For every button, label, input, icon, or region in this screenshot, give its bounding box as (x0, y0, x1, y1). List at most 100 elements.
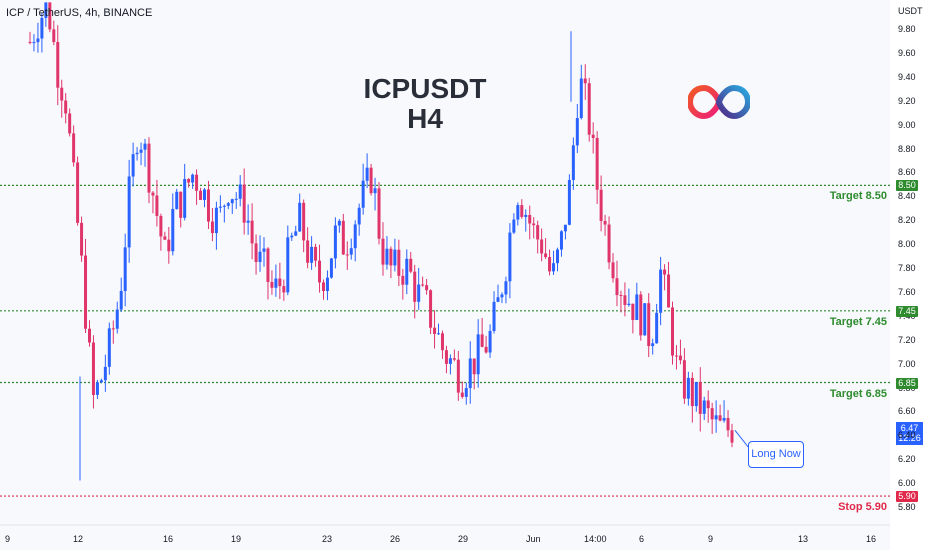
candle[interactable] (710, 402, 714, 434)
candle[interactable] (155, 179, 159, 227)
candle[interactable] (349, 238, 353, 260)
candle[interactable] (484, 335, 488, 354)
candle[interactable] (238, 175, 242, 207)
candle[interactable] (532, 217, 536, 239)
candle[interactable] (175, 188, 179, 210)
candle[interactable] (68, 108, 72, 137)
candle[interactable] (401, 268, 405, 300)
candle[interactable] (425, 278, 429, 295)
candle[interactable] (187, 178, 191, 188)
candle[interactable] (599, 175, 603, 232)
candle[interactable] (706, 390, 710, 423)
candle[interactable] (663, 264, 667, 291)
candle[interactable] (591, 122, 595, 154)
candle[interactable] (274, 264, 278, 297)
candle[interactable] (353, 220, 357, 262)
candle[interactable] (282, 279, 286, 301)
symbol-header[interactable]: ICP / TetherUS, 4h, BINANCE (6, 7, 153, 19)
candle[interactable] (40, 12, 44, 53)
candle[interactable] (643, 302, 647, 336)
candle[interactable] (722, 400, 726, 423)
candle[interactable] (385, 236, 389, 270)
candle[interactable] (163, 231, 167, 241)
candle[interactable] (452, 349, 456, 362)
candle[interactable] (639, 291, 643, 341)
candle[interactable] (270, 270, 274, 295)
candle[interactable] (623, 282, 627, 317)
candle[interactable] (345, 241, 349, 270)
candle[interactable] (520, 199, 524, 219)
candle[interactable] (143, 138, 147, 167)
candle[interactable] (341, 213, 345, 256)
candle[interactable] (686, 371, 690, 406)
candle[interactable] (210, 207, 214, 242)
candle[interactable] (95, 379, 99, 399)
candle[interactable] (460, 381, 464, 399)
candle[interactable] (496, 284, 500, 303)
candle[interactable] (559, 230, 563, 257)
candle[interactable] (528, 205, 532, 240)
candle[interactable] (571, 137, 575, 190)
candle[interactable] (60, 79, 64, 118)
candle[interactable] (464, 382, 468, 405)
candle[interactable] (579, 64, 583, 120)
candle[interactable] (540, 228, 544, 262)
candle[interactable] (333, 217, 337, 269)
candle[interactable] (262, 237, 266, 267)
candle[interactable] (512, 213, 516, 235)
candle[interactable] (103, 354, 107, 392)
candle[interactable] (290, 232, 294, 241)
candle[interactable] (183, 163, 187, 221)
candle[interactable] (234, 192, 238, 209)
candle[interactable] (373, 177, 377, 211)
candle[interactable] (230, 198, 234, 214)
candle[interactable] (310, 236, 314, 270)
candle[interactable] (476, 319, 480, 388)
candle[interactable] (444, 345, 448, 374)
candle[interactable] (548, 249, 552, 276)
candle[interactable] (555, 247, 559, 272)
candle[interactable] (504, 276, 508, 304)
candle[interactable] (365, 153, 369, 189)
candle[interactable] (659, 256, 663, 326)
candle[interactable] (440, 330, 444, 359)
candle[interactable] (730, 423, 734, 448)
candle[interactable] (135, 146, 139, 161)
candle[interactable] (167, 226, 171, 264)
candle[interactable] (357, 203, 361, 236)
candle[interactable] (448, 354, 452, 375)
candle[interactable] (544, 237, 548, 260)
candle[interactable] (702, 396, 706, 421)
candle[interactable] (246, 204, 250, 235)
candle[interactable] (206, 180, 210, 229)
candle[interactable] (488, 324, 492, 358)
candle[interactable] (203, 187, 207, 208)
candle[interactable] (171, 193, 175, 256)
candle[interactable] (603, 214, 607, 236)
candle[interactable] (286, 225, 290, 296)
candle[interactable] (587, 77, 591, 142)
candle[interactable] (44, 2, 48, 27)
candle[interactable] (250, 203, 254, 260)
candle[interactable] (214, 201, 218, 250)
candle[interactable] (678, 339, 682, 365)
candle[interactable] (56, 25, 60, 106)
candle[interactable] (191, 173, 195, 189)
candle[interactable] (318, 244, 322, 293)
candle[interactable] (627, 288, 631, 307)
candle[interactable] (36, 22, 40, 53)
candle[interactable] (329, 257, 333, 279)
price-axis[interactable] (890, 0, 932, 550)
candle[interactable] (674, 345, 678, 370)
candle[interactable] (314, 243, 318, 267)
candle[interactable] (437, 323, 441, 335)
candle[interactable] (563, 224, 567, 240)
candle[interactable] (159, 213, 163, 251)
candle[interactable] (218, 195, 222, 213)
candle[interactable] (64, 93, 68, 124)
candle[interactable] (147, 137, 151, 204)
candle[interactable] (575, 103, 579, 154)
candle[interactable] (651, 338, 655, 355)
candle[interactable] (524, 209, 528, 232)
